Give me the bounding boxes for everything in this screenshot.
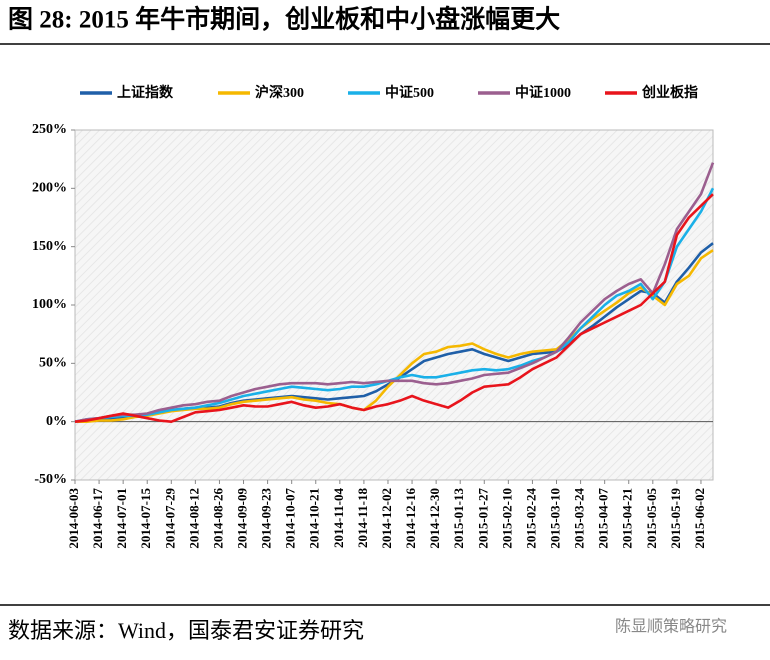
x-tick-label: 2015-01-13 — [451, 488, 466, 549]
legend-label: 中证1000 — [515, 84, 571, 101]
x-tick-label: 2014-08-12 — [186, 488, 201, 549]
x-tick-label: 2014-10-21 — [307, 488, 322, 549]
x-tick-label: 2015-01-27 — [475, 488, 490, 549]
x-tick-label: 2015-05-19 — [668, 488, 683, 549]
x-tick-label: 2014-06-03 — [66, 488, 81, 549]
x-tick-label: 2014-11-18 — [355, 488, 370, 548]
y-tick-label: 200% — [32, 181, 67, 196]
y-tick-label: 250% — [32, 122, 67, 137]
y-tick-label: 0% — [46, 414, 67, 429]
x-tick-label: 2014-11-04 — [331, 488, 346, 548]
y-tick-label: 150% — [32, 239, 67, 254]
x-tick-label: 2015-04-07 — [596, 488, 611, 549]
x-tick-label: 2014-12-30 — [427, 488, 442, 549]
x-tick-label: 2014-07-15 — [138, 488, 153, 549]
x-tick-label: 2015-05-05 — [644, 488, 659, 549]
y-tick-label: 50% — [39, 356, 67, 371]
series-line — [74, 162, 715, 423]
x-tick-label: 2014-09-23 — [259, 488, 274, 549]
chart-title: 图 28: 2015 年牛市期间，创业板和中小盘涨幅更大 — [8, 5, 560, 34]
x-tick-label: 2015-06-02 — [692, 488, 707, 549]
x-tick-label: 2015-04-21 — [620, 488, 635, 549]
x-tick-label: 2015-03-24 — [572, 488, 587, 549]
x-tick-label: 2015-03-10 — [547, 488, 562, 549]
y-tick-label: -50% — [34, 472, 67, 487]
x-tick-label: 2014-08-26 — [210, 488, 225, 549]
x-tick-label: 2014-07-29 — [162, 488, 177, 549]
x-tick-label: 2015-02-10 — [499, 488, 514, 549]
series-line — [74, 187, 715, 423]
x-tick-label: 2014-06-17 — [90, 488, 105, 549]
legend-label: 沪深300 — [255, 84, 304, 101]
legend-label: 创业板指 — [641, 84, 698, 101]
x-tick-label: 2015-02-24 — [523, 488, 538, 549]
y-tick-label: 100% — [32, 297, 67, 312]
series-line — [74, 193, 714, 423]
plot-area — [74, 129, 714, 481]
x-tick-label: 2014-12-16 — [403, 488, 418, 549]
x-tick-label: 2014-10-07 — [283, 488, 298, 549]
x-tick-label: 2014-12-02 — [379, 488, 394, 549]
legend-label: 中证500 — [385, 84, 434, 101]
x-tick-label: 2014-07-01 — [114, 488, 129, 549]
legend-label: 上证指数 — [117, 84, 174, 101]
watermark: 陈显顺策略研究 — [615, 618, 727, 636]
source-note: 数据来源：Wind，国泰君安证券研究 — [8, 618, 364, 643]
x-tick-label: 2014-09-09 — [235, 488, 250, 549]
